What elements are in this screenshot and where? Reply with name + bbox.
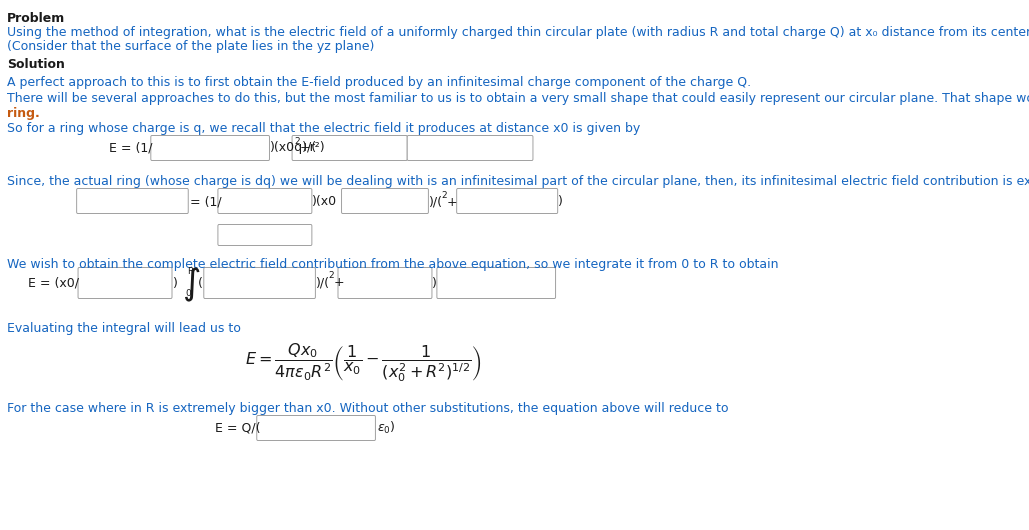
FancyBboxPatch shape — [218, 225, 312, 245]
Text: We wish to obtain the complete electric field contribution from the above equati: We wish to obtain the complete electric … — [7, 258, 779, 271]
Text: E = Q/(: E = Q/( — [215, 421, 261, 435]
Text: )(x0q)/(: )(x0q)/( — [270, 142, 317, 155]
Text: ): ) — [558, 196, 563, 208]
Text: )(x0: )(x0 — [312, 196, 338, 208]
Text: E = (1/: E = (1/ — [109, 142, 153, 155]
Text: $E=\dfrac{Qx_0}{4\pi\varepsilon_0 R^2}\left(\dfrac{1}{x_0}-\dfrac{1}{(x_0^2+R^2): $E=\dfrac{Qx_0}{4\pi\varepsilon_0 R^2}\l… — [245, 341, 482, 384]
Text: )/(: )/( — [429, 196, 442, 208]
Text: +: + — [447, 196, 457, 208]
Text: Since, the actual ring (whose charge is dq) we will be dealing with is an infini: Since, the actual ring (whose charge is … — [7, 175, 1029, 188]
Text: $\varepsilon_0$): $\varepsilon_0$) — [378, 420, 396, 436]
FancyBboxPatch shape — [218, 189, 312, 214]
Text: Solution: Solution — [7, 58, 65, 71]
Text: ring.: ring. — [7, 107, 40, 120]
Text: (Consider that the surface of the plate lies in the yz plane): (Consider that the surface of the plate … — [7, 40, 375, 53]
Text: = (1/: = (1/ — [190, 196, 221, 208]
FancyBboxPatch shape — [342, 189, 428, 214]
FancyBboxPatch shape — [204, 268, 316, 298]
Text: E = (x0/: E = (x0/ — [28, 277, 79, 289]
Text: 2: 2 — [328, 270, 334, 279]
FancyBboxPatch shape — [76, 189, 188, 214]
FancyBboxPatch shape — [457, 189, 558, 214]
FancyBboxPatch shape — [151, 136, 270, 161]
Text: ): ) — [432, 277, 437, 289]
FancyBboxPatch shape — [338, 268, 432, 298]
Text: For the case where in R is extremely bigger than x0. Without other substitutions: For the case where in R is extremely big… — [7, 402, 729, 415]
Text: Using the method of integration, what is the electric field of a uniformly charg: Using the method of integration, what is… — [7, 26, 1029, 39]
Text: Evaluating the integral will lead us to: Evaluating the integral will lead us to — [7, 322, 241, 335]
Text: (: ( — [198, 277, 203, 289]
Text: +: + — [333, 277, 344, 289]
Text: ): ) — [173, 277, 178, 289]
Text: 2: 2 — [441, 190, 448, 199]
Text: 0: 0 — [185, 288, 190, 297]
FancyBboxPatch shape — [407, 136, 533, 161]
Text: A perfect approach to this is to first obtain the E-field produced by an infinit: A perfect approach to this is to first o… — [7, 76, 751, 89]
Text: So for a ring whose charge is q, we recall that the electric field it produces a: So for a ring whose charge is q, we reca… — [7, 122, 640, 135]
Text: R: R — [187, 267, 193, 276]
Text: $\int$: $\int$ — [182, 266, 201, 304]
FancyBboxPatch shape — [292, 136, 407, 161]
FancyBboxPatch shape — [257, 416, 376, 440]
Text: There will be several approaches to do this, but the most familiar to us is to o: There will be several approaches to do t… — [7, 92, 1029, 105]
Text: )/(: )/( — [316, 277, 329, 289]
Text: +r²): +r²) — [299, 142, 325, 155]
FancyBboxPatch shape — [437, 268, 556, 298]
Text: Problem: Problem — [7, 12, 65, 25]
Text: 2: 2 — [294, 137, 300, 146]
FancyBboxPatch shape — [78, 268, 172, 298]
